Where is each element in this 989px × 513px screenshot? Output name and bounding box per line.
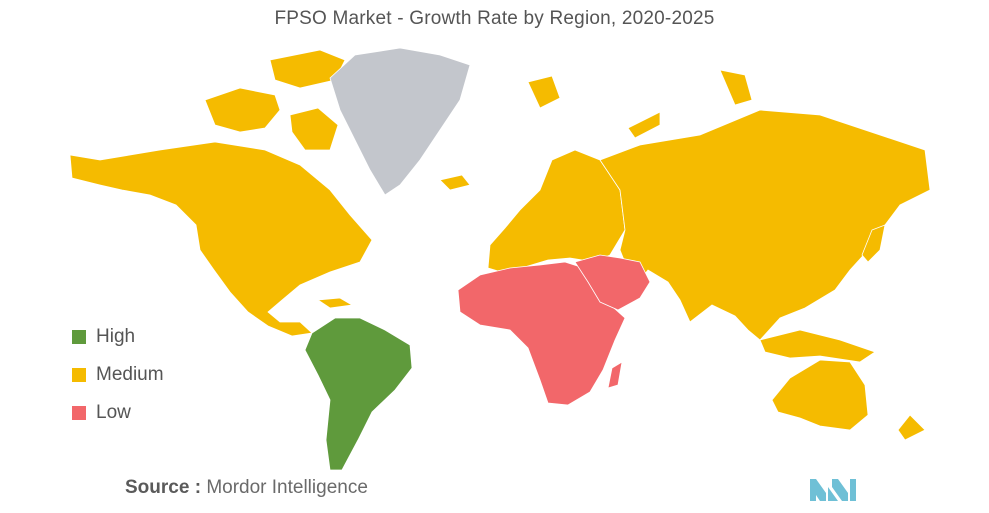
region-asia [599,69,931,363]
africa-mainland [457,261,626,406]
novaya-zemlya [627,111,661,139]
iceland [439,174,471,191]
arctic-islands [204,87,281,133]
asia-mainland [599,109,931,341]
north-america-mainland [69,141,373,337]
region-greenland [329,47,471,196]
southeast-asia-islands [759,329,876,363]
legend-swatch-medium [72,368,86,382]
source-text: Mordor Intelligence [206,477,368,498]
legend-label-low: Low [96,402,131,423]
madagascar [607,361,623,389]
legend-item-medium: Medium [72,356,164,394]
region-north-america [69,49,373,337]
region-africa [457,261,626,406]
svalbard [527,75,561,109]
australia [771,359,869,431]
legend-swatch-high [72,330,86,344]
mordor-intelligence-logo-icon [810,479,856,501]
baffin-island [289,107,339,151]
region-south-america [304,317,413,471]
new-zealand [897,414,926,441]
japan [861,224,886,263]
legend-swatch-low [72,406,86,420]
legend-label-medium: Medium [96,364,164,385]
page-title: FPSO Market - Growth Rate by Region, 202… [274,8,715,29]
caribbean-islands [316,297,354,309]
legend-item-low: Low [72,394,164,432]
legend-item-high: High [72,318,164,356]
region-oceania [771,359,926,441]
source-note: Source : Mordor Intelligence [125,477,368,499]
arctic-siberian-islands [719,69,753,106]
legend-label-high: High [96,326,136,347]
source-label: Source : [125,477,202,498]
region-middle-east [574,254,651,311]
legend: High Medium Low [72,318,164,432]
region-europe [439,75,626,275]
